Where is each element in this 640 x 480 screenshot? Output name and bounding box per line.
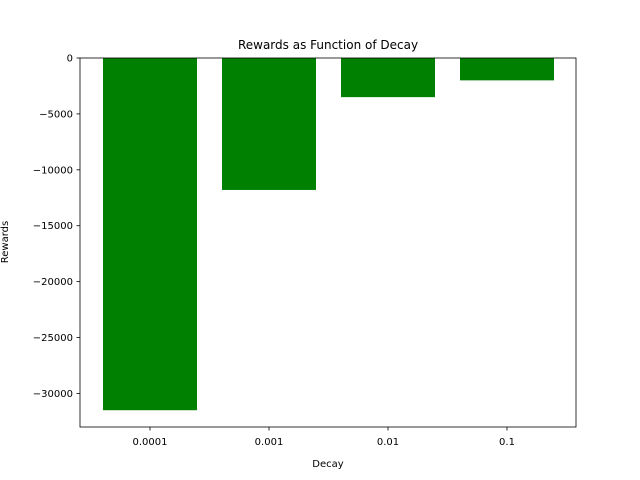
bar-0.0001	[103, 58, 197, 411]
chart-title: Rewards as Function of Decay	[238, 38, 418, 52]
y-tick-label: −30000	[33, 389, 73, 400]
x-tick-label: 0.0001	[133, 437, 168, 448]
x-tick-label: 0.1	[499, 437, 515, 448]
x-tick-label: 0.01	[377, 437, 399, 448]
y-tick-label: −10000	[33, 165, 73, 176]
y-tick-label: −5000	[39, 109, 73, 120]
y-tick-label: −25000	[33, 333, 73, 344]
y-ticks-group: 0 −5000 −10000 −15000 −20000 −25000 −30000	[33, 54, 80, 400]
x-tick-label: 0.001	[255, 437, 284, 448]
bar-0.001	[222, 58, 316, 190]
y-axis-label: Rewards	[0, 221, 11, 263]
x-axis-label: Decay	[312, 459, 343, 470]
y-tick-label: 0	[67, 54, 73, 65]
bar-0.1	[460, 58, 554, 81]
plot-frame	[79, 57, 577, 428]
bar-0.01	[341, 58, 435, 98]
y-tick-label: −20000	[33, 277, 73, 288]
bars-group	[103, 58, 554, 411]
x-ticks-group: 0.0001 0.001 0.01 0.1	[133, 427, 515, 448]
y-tick-label: −15000	[33, 221, 73, 232]
